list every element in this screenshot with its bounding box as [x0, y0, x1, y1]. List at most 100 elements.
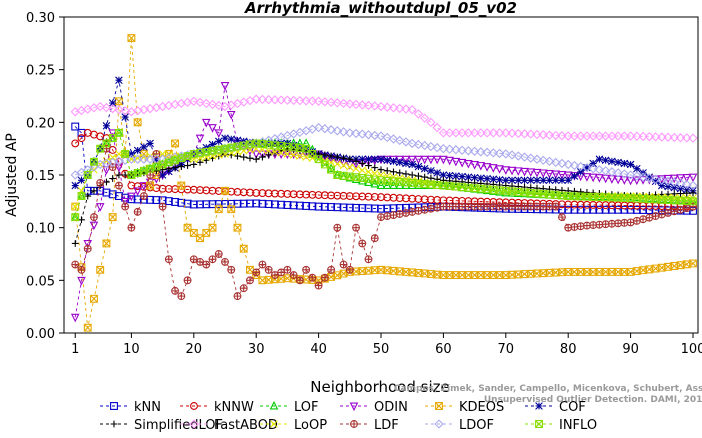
- data-point: [234, 152, 241, 160]
- data-point: [158, 184, 167, 193]
- data-point: [488, 128, 498, 138]
- data-point: [588, 131, 598, 141]
- data-point: [252, 199, 261, 208]
- data-point: [601, 205, 610, 214]
- data-point: [333, 153, 341, 161]
- data-point: [620, 205, 629, 214]
- x-tick-label: 70: [498, 342, 515, 357]
- data-point: [370, 204, 379, 213]
- data-point: [201, 118, 211, 128]
- data-point: [607, 205, 616, 214]
- data-point: [582, 131, 592, 141]
- data-point: [620, 201, 629, 210]
- data-point: [102, 157, 111, 165]
- data-point: [364, 204, 373, 213]
- data-point: [577, 188, 585, 196]
- data-point: [139, 166, 148, 175]
- data-point: [551, 130, 561, 141]
- data-point: [513, 167, 523, 176]
- series-inflo: [71, 128, 697, 222]
- data-point: [164, 255, 173, 264]
- data-point: [408, 194, 417, 203]
- data-point: [589, 205, 598, 214]
- data-point: [221, 144, 229, 153]
- data-point: [96, 178, 105, 187]
- data-point: [613, 168, 623, 178]
- data-point: [420, 140, 430, 151]
- data-point: [171, 139, 180, 148]
- data-point: [433, 196, 442, 204]
- data-point: [595, 205, 604, 214]
- data-point: [520, 167, 529, 177]
- data-point: [395, 210, 404, 218]
- data-point: [295, 190, 304, 199]
- data-point: [108, 103, 118, 114]
- data-point: [563, 159, 573, 170]
- data-point: [114, 163, 124, 173]
- data-point: [313, 122, 324, 133]
- data-point: [158, 171, 167, 179]
- data-point: [146, 139, 154, 148]
- data-point: [115, 171, 123, 179]
- y-tick-label: 0.05: [26, 274, 55, 289]
- data-point: [588, 164, 598, 174]
- data-point: [457, 158, 467, 168]
- data-point: [408, 207, 417, 216]
- data-point: [594, 165, 605, 175]
- x-tick-label: 1: [71, 342, 79, 357]
- data-point: [133, 207, 142, 216]
- legend-item-cof: COF: [525, 400, 586, 415]
- data-point: [513, 151, 523, 161]
- data-point: [614, 192, 622, 200]
- data-point: [507, 150, 517, 160]
- data-point: [345, 192, 354, 201]
- data-point: [283, 150, 292, 158]
- x-tick-label: 100: [681, 342, 702, 357]
- data-point: [333, 160, 342, 168]
- legend-label: INFLO: [559, 418, 597, 433]
- data-point: [675, 133, 686, 143]
- data-point: [264, 94, 274, 105]
- data-point: [564, 200, 573, 209]
- data-point: [501, 128, 511, 138]
- data-point: [670, 193, 679, 202]
- data-point: [233, 223, 242, 232]
- legend-marker: [349, 402, 359, 412]
- data-point: [146, 195, 155, 204]
- data-point: [277, 149, 285, 157]
- legend-marker: [110, 402, 118, 410]
- data-point: [108, 163, 117, 172]
- data-point: [563, 171, 573, 181]
- watermark-line-2: Unsupervised Outlier Detection. DAMI, 20…: [484, 395, 702, 405]
- data-point: [320, 273, 329, 282]
- data-point: [558, 205, 566, 214]
- data-point: [338, 98, 349, 109]
- data-point: [395, 135, 405, 146]
- legend-marker: [535, 420, 543, 428]
- data-point: [333, 191, 342, 200]
- data-point: [582, 173, 592, 182]
- data-point: [650, 174, 661, 184]
- data-point: [370, 155, 379, 163]
- data-point: [114, 105, 124, 115]
- data-point: [482, 163, 492, 172]
- data-point: [190, 161, 198, 168]
- data-point: [626, 201, 635, 210]
- data-point: [614, 205, 623, 214]
- data-point: [233, 199, 242, 208]
- data-point: [333, 203, 342, 212]
- data-point: [301, 96, 311, 106]
- data-point: [289, 271, 298, 280]
- data-point: [127, 223, 136, 232]
- data-point: [682, 185, 691, 194]
- data-point: [277, 139, 285, 148]
- data-point: [103, 178, 110, 186]
- data-point: [463, 128, 474, 138]
- data-point: [365, 162, 372, 169]
- data-point: [382, 180, 392, 189]
- data-point: [563, 131, 573, 141]
- data-point: [327, 203, 336, 211]
- data-point: [183, 223, 192, 232]
- data-point: [233, 136, 242, 145]
